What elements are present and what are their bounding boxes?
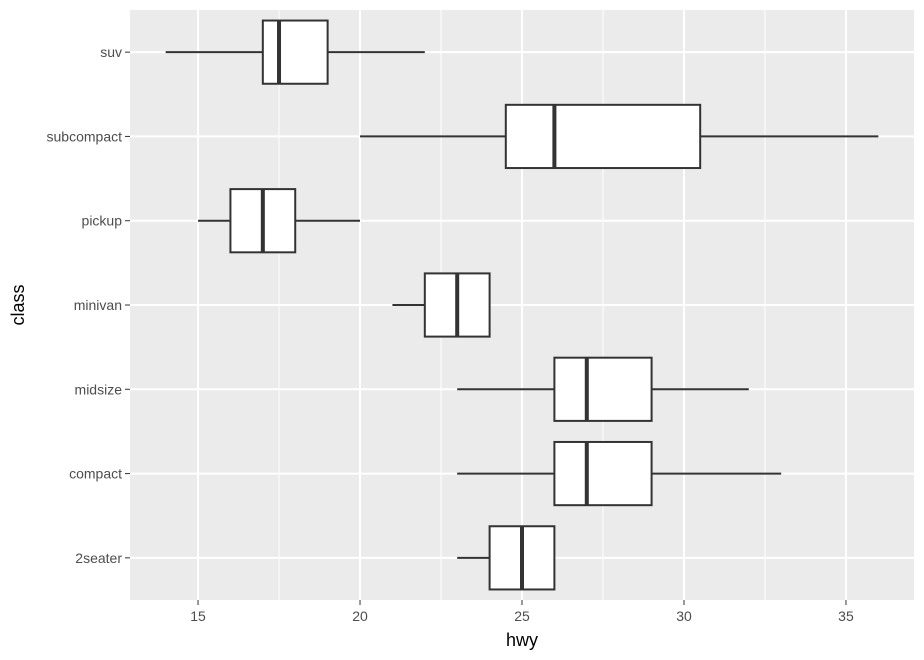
box-midsize xyxy=(457,356,749,422)
x-axis: 15 20 25 30 35 xyxy=(190,600,854,624)
y-tick-label: subcompact xyxy=(47,128,123,144)
y-tick-label: midsize xyxy=(75,381,123,397)
box-iqr xyxy=(553,356,653,422)
box-iqr xyxy=(261,19,329,85)
box-2seater xyxy=(457,525,556,591)
y-tick-label: pickup xyxy=(82,213,123,229)
box-minivan xyxy=(392,272,491,338)
x-tick-label: 25 xyxy=(514,608,530,624)
x-tick-label: 30 xyxy=(676,608,692,624)
box-suv xyxy=(165,19,425,85)
box-pickup xyxy=(198,188,361,254)
x-tick-label: 35 xyxy=(838,608,854,624)
box-iqr xyxy=(553,440,653,507)
x-axis-title: hwy xyxy=(506,630,538,650)
box-iqr xyxy=(504,103,702,170)
y-tick-label: compact xyxy=(69,466,122,482)
y-tick-label: minivan xyxy=(74,297,122,313)
boxes-layer xyxy=(165,19,879,591)
y-tick-label: suv xyxy=(100,44,122,60)
x-tick-label: 15 xyxy=(190,608,206,624)
box-compact xyxy=(457,440,782,507)
y-axis-title: class xyxy=(8,284,28,325)
box-subcompact xyxy=(360,103,879,170)
y-tick-label: 2seater xyxy=(75,550,122,566)
x-tick-label: 20 xyxy=(352,608,368,624)
y-axis: 2seater compact midsize minivan pickup subcom… xyxy=(47,44,130,566)
